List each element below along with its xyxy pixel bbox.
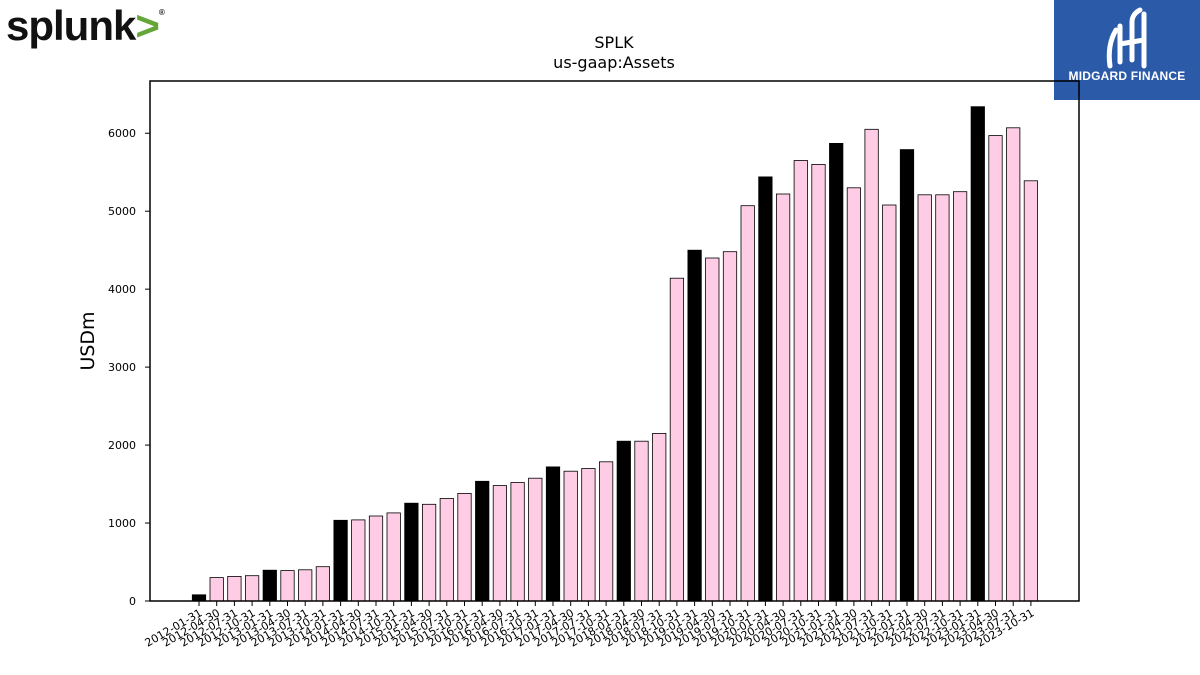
bar-2022-01-31	[899, 149, 915, 602]
bar-2012-04-30	[209, 577, 224, 602]
bar-2022-10-31	[953, 191, 968, 602]
y-axis-ticks: 0 1000 2000 3000 4000 5000 6000	[108, 127, 150, 608]
bar-2020-01-31	[758, 176, 773, 602]
bar-2013-04-30	[280, 570, 295, 602]
midgard-finance-logo: MIDGARD FINANCE	[1054, 0, 1200, 100]
bar-2023-04-30	[988, 135, 1003, 602]
bar-2013-10-31	[315, 566, 331, 602]
y-tick-label: 5000	[108, 205, 136, 218]
bar-2014-10-31	[386, 512, 401, 602]
y-tick-label: 6000	[108, 127, 136, 140]
bar-2012-10-31	[244, 575, 260, 602]
splunk-logo: splunk>®	[6, 2, 165, 50]
bar-2018-07-31	[652, 432, 667, 602]
bar-group	[191, 106, 1038, 602]
y-tick-label: 0	[129, 595, 136, 608]
plot-frame	[149, 80, 1080, 602]
bar-2012-01-31	[191, 594, 207, 602]
bar-2015-04-30	[421, 503, 437, 602]
bar-2022-04-30	[917, 194, 932, 602]
bar-2020-07-31	[793, 160, 808, 602]
x-axis-ticks: 2012-01-312012-04-302012-07-312012-10-31…	[143, 601, 1036, 650]
y-tick-label: 1000	[108, 517, 136, 530]
chart-subtitle: us-gaap:Assets	[553, 53, 675, 72]
chart-title: SPLK	[594, 33, 634, 52]
bar-2016-01-31	[475, 480, 490, 602]
bar-2012-07-31	[227, 576, 242, 602]
bar-2017-10-31	[599, 461, 614, 602]
y-tick-label: 2000	[108, 439, 136, 452]
bar-2014-04-30	[351, 519, 366, 602]
bar-2018-01-31	[616, 440, 631, 602]
bar-2019-04-30	[705, 257, 720, 602]
bar-2019-07-31	[722, 251, 738, 602]
bar-2013-07-31	[298, 569, 313, 602]
bar-2019-10-31	[740, 205, 755, 602]
bar-2021-04-30	[846, 187, 862, 602]
bar-2021-07-31	[864, 128, 879, 602]
bar-2017-01-31	[545, 466, 561, 602]
bar-2020-10-31	[811, 163, 826, 602]
midgard-emblem-icon	[1106, 7, 1147, 69]
bar-2015-07-31	[439, 498, 454, 602]
bar-2014-07-31	[368, 515, 384, 602]
bar-2018-10-31	[669, 277, 685, 602]
bar-2017-07-31	[581, 468, 596, 602]
bar-2020-04-30	[776, 193, 791, 602]
bar-2023-07-31	[1006, 127, 1021, 602]
bar-2015-10-31	[457, 492, 472, 602]
bar-2016-07-31	[510, 482, 525, 602]
bar-2023-10-31	[1023, 180, 1038, 602]
bar-2013-01-31	[262, 569, 277, 602]
bar-2023-01-31	[970, 106, 985, 602]
y-tick-label: 4000	[108, 283, 136, 296]
bar-2017-04-30	[563, 470, 578, 602]
splunk-chevron-icon: >	[135, 2, 160, 49]
bar-2016-10-31	[528, 477, 543, 602]
bar-2014-01-31	[333, 519, 348, 602]
y-axis-label: USDm	[77, 311, 99, 370]
bar-2022-07-31	[935, 194, 950, 602]
bar-2018-04-30	[634, 440, 649, 602]
bar-2021-01-31	[829, 142, 844, 602]
midgard-finance-name: MIDGARD FINANCE	[1068, 69, 1186, 83]
splunk-logo-text: splunk	[6, 2, 136, 49]
registered-mark: ®	[158, 8, 165, 17]
bar-2015-01-31	[404, 502, 419, 602]
bar-2021-10-31	[882, 204, 897, 602]
bar-2019-01-31	[687, 249, 702, 602]
y-tick-label: 3000	[108, 361, 136, 374]
bar-2016-04-30	[492, 485, 508, 602]
